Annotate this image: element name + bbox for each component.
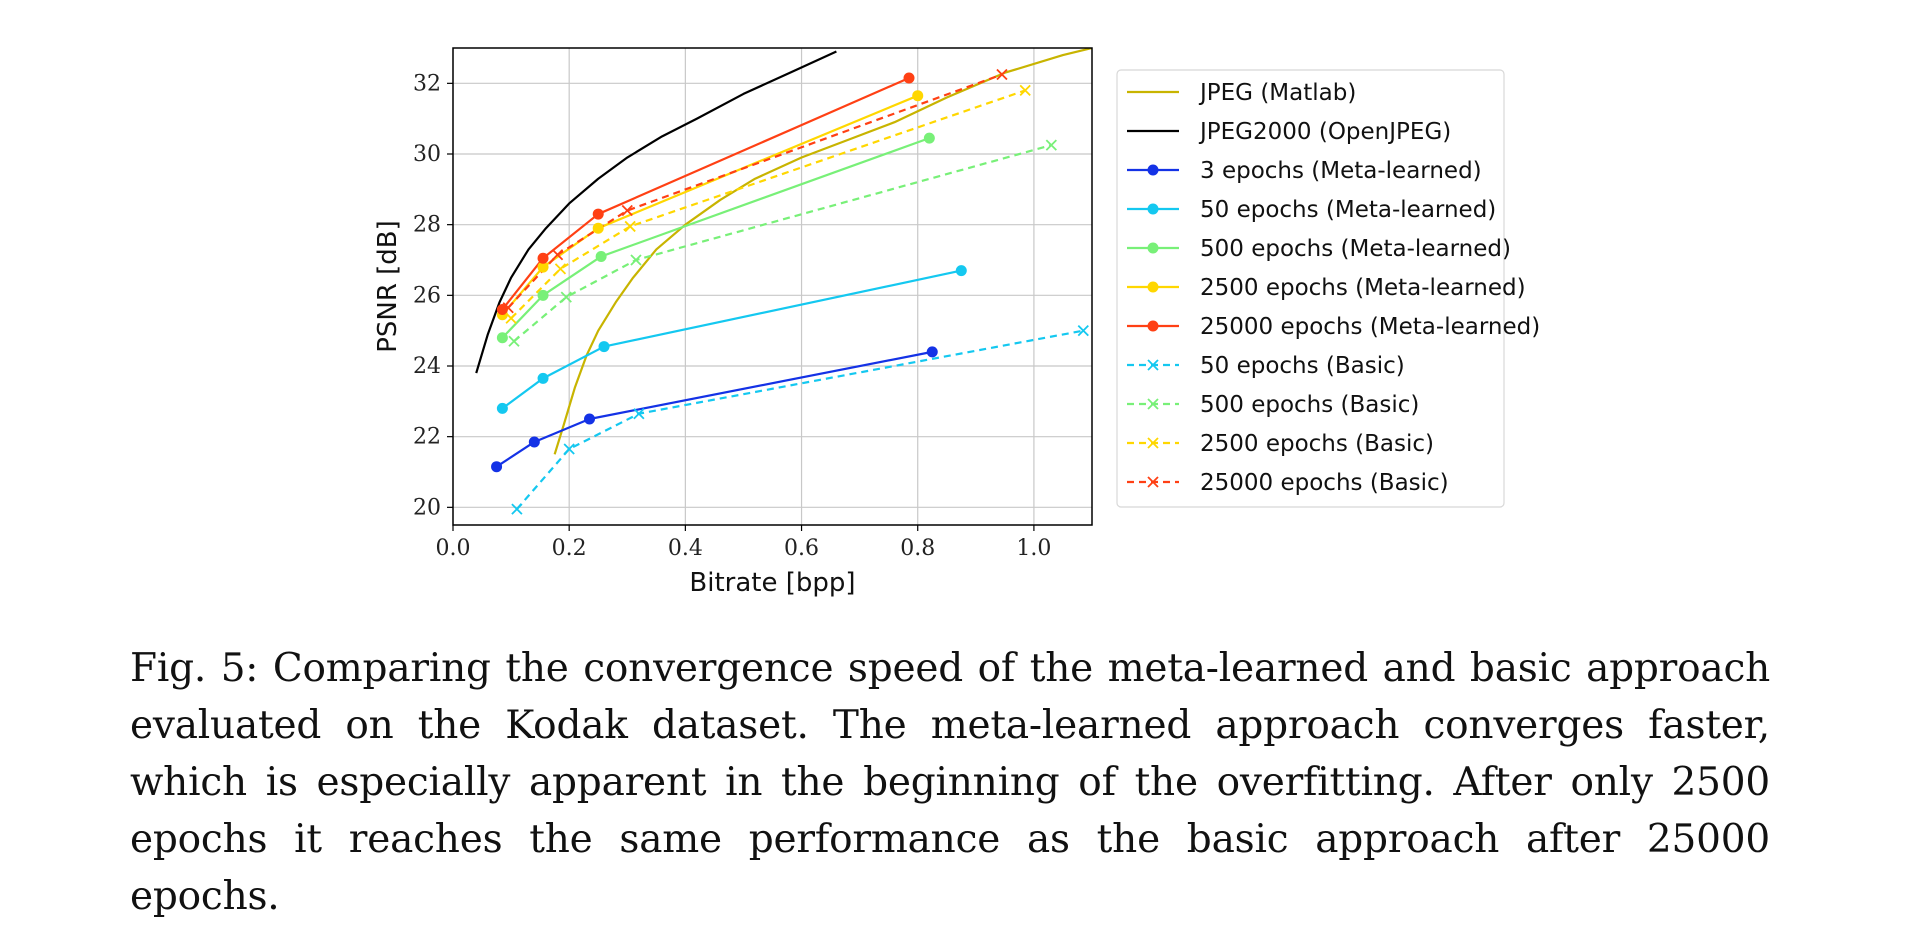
series-line xyxy=(495,350,933,468)
series-line xyxy=(501,77,910,311)
data-point xyxy=(1147,320,1159,332)
data-point xyxy=(505,312,517,324)
data-point xyxy=(537,289,549,301)
data-point xyxy=(537,261,549,273)
data-point xyxy=(923,132,935,144)
series-line xyxy=(553,48,1092,455)
legend-label: 500 epochs (Meta-learned) xyxy=(1200,236,1511,262)
y-tick-label: 24 xyxy=(413,354,441,379)
legend-label: 25000 epochs (Meta-learned) xyxy=(1200,314,1540,340)
y-axis-ticks: 20 22 24 26 28 30 32 xyxy=(413,71,453,520)
x-axis-label: Bitrate [bpp] xyxy=(689,568,855,598)
data-point xyxy=(621,204,633,217)
data-point xyxy=(496,332,508,344)
series-line xyxy=(513,144,1052,343)
data-point xyxy=(1147,203,1159,215)
data-point xyxy=(496,402,508,414)
series-line xyxy=(510,89,1026,320)
legend-label: 25000 epochs (Basic) xyxy=(1200,470,1449,496)
x-tick-label: 0.0 xyxy=(436,536,471,561)
data-point xyxy=(563,443,575,455)
legend-label: JPEG2000 (OpenJPEG) xyxy=(1198,119,1451,145)
series-line xyxy=(501,137,930,339)
x-tick-label: 0.4 xyxy=(668,536,703,561)
data-point xyxy=(1147,281,1159,293)
data-point xyxy=(537,252,549,264)
data-point xyxy=(511,503,523,515)
data-point xyxy=(554,263,567,275)
data-point xyxy=(551,249,564,261)
y-axis-label: PSNR [dB] xyxy=(373,220,403,353)
data-point xyxy=(1077,325,1089,337)
data-point xyxy=(491,461,503,473)
series-line xyxy=(507,73,1003,309)
legend-label: 3 epochs (Meta-learned) xyxy=(1200,158,1482,184)
y-tick-label: 20 xyxy=(413,495,441,520)
y-tick-label: 22 xyxy=(413,425,441,450)
data-point xyxy=(592,222,604,234)
data-point xyxy=(903,72,915,84)
data-point xyxy=(996,68,1008,81)
data-point xyxy=(912,90,924,102)
series-line xyxy=(501,269,962,410)
plot-frame xyxy=(452,47,1093,526)
figure-caption: Fig. 5: Comparing the convergence speed … xyxy=(130,646,1770,919)
data-point xyxy=(1147,359,1159,371)
data-point xyxy=(1045,139,1057,151)
data-point xyxy=(1019,84,1031,97)
legend-label: 2500 epochs (Basic) xyxy=(1200,431,1434,457)
data-point xyxy=(1147,437,1159,449)
data-point xyxy=(926,346,938,358)
y-tick-label: 32 xyxy=(413,71,441,96)
legend: JPEG (Matlab) JPEG2000 (OpenJPEG) 3 epochs… xyxy=(1116,69,1540,508)
legend-label: 50 epochs (Basic) xyxy=(1200,353,1405,379)
legend-label: JPEG (Matlab) xyxy=(1198,80,1356,106)
x-tick-label: 1.0 xyxy=(1016,536,1051,561)
y-tick-label: 26 xyxy=(413,283,441,308)
legend-label: 500 epochs (Basic) xyxy=(1200,392,1419,418)
x-tick-label: 0.8 xyxy=(900,536,935,561)
series-line xyxy=(475,50,837,374)
x-axis-ticks: 0.0 0.2 0.4 0.6 0.8 1.0 xyxy=(436,525,1051,561)
data-point xyxy=(1147,164,1159,176)
grid-lines xyxy=(452,48,1092,525)
data-point xyxy=(630,254,642,266)
legend-label: 2500 epochs (Meta-learned) xyxy=(1200,275,1526,301)
data-point xyxy=(598,341,610,353)
legend-label: 50 epochs (Meta-learned) xyxy=(1200,197,1496,223)
data-point xyxy=(496,303,508,315)
y-tick-label: 30 xyxy=(413,142,441,167)
data-point xyxy=(955,265,967,277)
data-point xyxy=(1147,476,1159,488)
psnr-vs-bitrate-chart: 0.0 0.2 0.4 0.6 0.8 1.0 20 22 24 26 28 30 32 Bitrat… xyxy=(373,47,1540,598)
data-point xyxy=(1147,398,1159,410)
legend-box xyxy=(1116,69,1505,508)
data-point xyxy=(560,291,572,303)
data-point xyxy=(633,408,645,420)
x-tick-label: 0.6 xyxy=(784,536,819,561)
series-line xyxy=(516,329,1084,510)
data-point xyxy=(1147,242,1159,254)
data-point xyxy=(592,208,604,220)
data-point xyxy=(624,220,636,233)
data-point xyxy=(502,302,514,314)
data-point xyxy=(584,413,596,425)
data-point xyxy=(528,436,540,448)
data-point xyxy=(537,372,549,384)
x-tick-label: 0.2 xyxy=(552,536,587,561)
data-point xyxy=(595,250,607,262)
plot-series xyxy=(475,48,1092,510)
data-point xyxy=(508,335,520,347)
y-tick-label: 28 xyxy=(413,213,441,238)
series-markers xyxy=(491,68,1089,515)
